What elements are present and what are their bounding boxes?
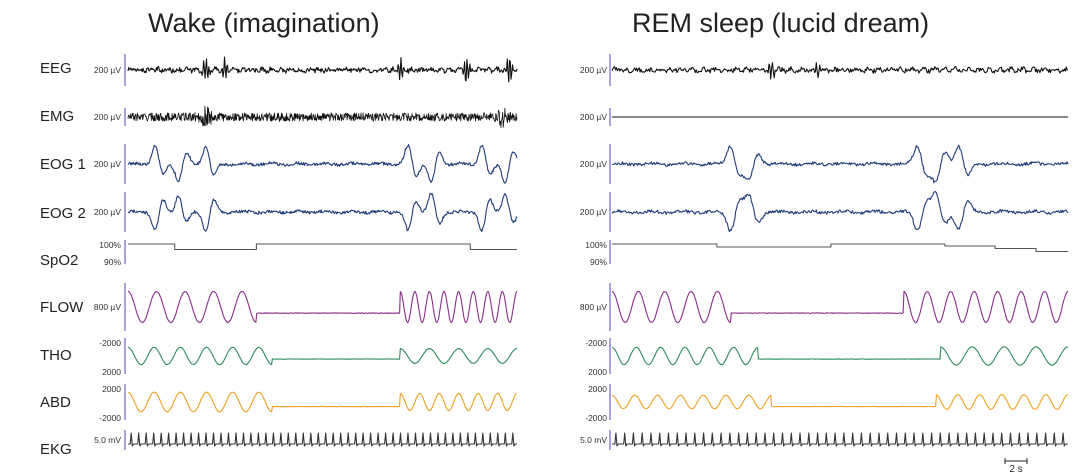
channel-label-eeg: EEG xyxy=(40,60,72,77)
trace-spo2-wake xyxy=(128,243,517,251)
channel-label-abd: ABD xyxy=(40,394,71,411)
channel-label-emg: EMG xyxy=(40,108,75,125)
trace-tho-rem xyxy=(611,346,1069,366)
scale-label-top-tho: -2000 xyxy=(99,338,121,348)
trace-flow-rem xyxy=(611,290,1069,324)
trace-eog1-rem xyxy=(611,144,1069,184)
panel-title-wake: Wake (imagination) xyxy=(148,8,380,38)
panel-title-rem: REM sleep (lucid dream) xyxy=(632,8,930,38)
trace-eog2-wake xyxy=(127,192,518,233)
scale-label-top-tho: -2000 xyxy=(585,338,607,348)
trace-abd-wake xyxy=(128,391,518,413)
scale-label-emg: 200 µV xyxy=(94,112,121,122)
scale-label-eog1: 200 µV xyxy=(580,159,607,169)
scale-label-ekg: 5.0 mV xyxy=(94,435,121,445)
scale-label-ekg: 5.0 mV xyxy=(580,435,607,445)
channel-label-eog1: EOG 1 xyxy=(40,156,86,173)
trace-eog1-wake xyxy=(127,143,518,184)
trace-eeg-wake xyxy=(127,56,518,83)
trace-ekg-rem xyxy=(612,432,1068,447)
trace-eeg-rem xyxy=(611,62,1068,80)
trace-abd-rem xyxy=(611,393,1069,411)
scale-label-top-abd: 2000 xyxy=(102,384,121,394)
channel-label-tho: THO xyxy=(40,347,72,364)
scale-label-flow: 800 µV xyxy=(580,302,607,312)
scale-label-bottom-tho: 2000 xyxy=(102,367,121,377)
scale-label-bottom-spo2: 90% xyxy=(590,257,607,267)
channel-label-ekg: EKG xyxy=(40,441,72,458)
scale-label-eog2: 200 µV xyxy=(580,207,607,217)
time-scale-label: 2 s xyxy=(1009,464,1022,474)
scale-label-bottom-tho: 2000 xyxy=(588,367,607,377)
scale-label-bottom-abd: -2000 xyxy=(585,413,607,423)
scale-label-top-spo2: 100% xyxy=(585,240,607,250)
channel-label-flow: FLOW xyxy=(40,299,84,316)
trace-flow-wake xyxy=(127,290,518,324)
scale-label-bottom-spo2: 90% xyxy=(104,257,121,267)
trace-spo2-rem xyxy=(612,243,1068,253)
trace-eog2-rem xyxy=(611,191,1069,233)
scale-label-top-spo2: 100% xyxy=(99,240,121,250)
panel-rem: 200 µV 200 µV 200 µV 200 µV 100% 90% 800 µV -20… xyxy=(580,54,1069,474)
trace-tho-wake xyxy=(128,346,517,366)
scale-label-emg: 200 µV xyxy=(580,112,607,122)
panel-wake: 200 µV 200 µV 200 µV 200 µV 100% 90% 800 µV -20… xyxy=(94,54,518,450)
scale-label-top-abd: 2000 xyxy=(588,384,607,394)
scale-label-eog1: 200 µV xyxy=(94,159,121,169)
scale-label-eeg: 200 µV xyxy=(580,65,607,75)
scale-label-bottom-abd: -2000 xyxy=(99,413,121,423)
scale-label-eeg: 200 µV xyxy=(94,65,121,75)
trace-ekg-wake xyxy=(128,432,517,447)
scale-label-eog2: 200 µV xyxy=(94,207,121,217)
channel-label-eog2: EOG 2 xyxy=(40,205,86,222)
scale-label-flow: 800 µV xyxy=(94,302,121,312)
trace-emg-wake xyxy=(127,105,518,129)
channel-label-spo2: SpO2 xyxy=(40,252,79,269)
